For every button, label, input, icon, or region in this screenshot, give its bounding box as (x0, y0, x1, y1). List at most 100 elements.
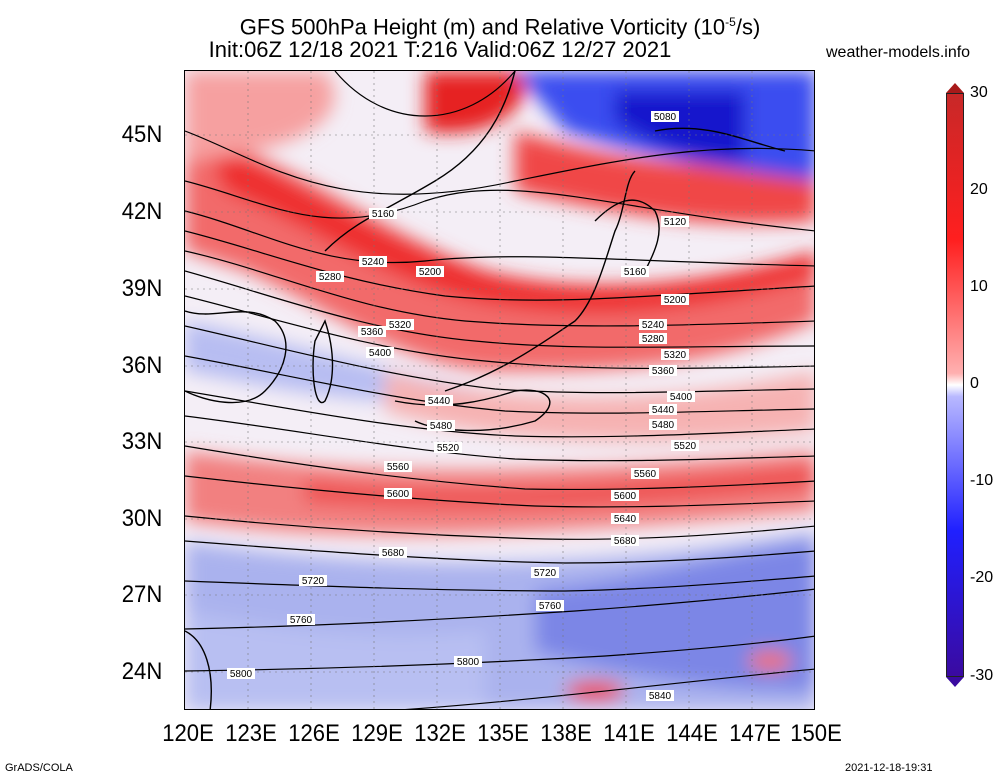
contour-label-text: 5240 (362, 257, 385, 268)
coastlines (185, 71, 786, 709)
contour-label-text: 5320 (389, 320, 412, 331)
contour-label-text: 5480 (652, 420, 675, 431)
title-text-b: /s) (735, 14, 761, 40)
contour-label-text: 5520 (674, 441, 697, 452)
colorbar-tick-0: 0 (970, 375, 979, 392)
contour-label-text: 5320 (664, 350, 687, 361)
contour-label-text: 5200 (419, 267, 442, 278)
lon-label-141e: 141E (603, 720, 655, 747)
contour-label-5280: 5280 (639, 333, 667, 345)
contour-label-5840: 5840 (646, 690, 674, 702)
colorbar-tick-minus-30: -30 (970, 667, 994, 684)
contour-label-5080: 5080 (651, 111, 679, 123)
contour-label-5720: 5720 (299, 575, 327, 587)
contour-label-5480: 5480 (649, 419, 677, 431)
contour-label-text: 5200 (664, 295, 687, 306)
contour-label-5320: 5320 (386, 319, 414, 331)
height-contours (185, 71, 814, 709)
title-line-1: GFS 500hPa Height (m) and Relative Vorti… (0, 10, 1000, 39)
contour-label-5760: 5760 (536, 600, 564, 612)
colorbar-tick-minus-10: -10 (970, 472, 994, 489)
contour-label-5120: 5120 (661, 216, 689, 228)
contour-label-text: 5840 (649, 691, 672, 702)
contour-label-text: 5120 (664, 217, 687, 228)
lat-label-42n: 42N (121, 198, 163, 225)
lon-label-120e: 120E (162, 720, 214, 747)
contour-label-text: 5240 (642, 320, 665, 331)
lon-label-132e: 132E (414, 720, 466, 747)
contour-label-5160: 5160 (621, 266, 649, 278)
contour-label-text: 5720 (302, 576, 325, 587)
contour-label-text: 5720 (534, 568, 557, 579)
contour-label-text: 5080 (654, 112, 677, 123)
contour-label-text: 5280 (319, 272, 342, 283)
map-panel: 5080 5120 5160 5160 5200 5200 5240 5240 5280 5280… (184, 70, 815, 710)
lon-label-138e: 138E (540, 720, 592, 747)
lat-label-36n: 36N (121, 352, 163, 379)
contour-label-text: 5800 (457, 657, 480, 668)
contour-label-5760: 5760 (287, 614, 315, 626)
contour-label-text: 5560 (634, 469, 657, 480)
contour-label-5640: 5640 (611, 513, 639, 525)
vorticity-field: 5080 5120 5160 5160 5200 5200 5240 5240 5280 5280… (185, 71, 814, 709)
contour-label-5200: 5200 (416, 266, 444, 278)
contour-label-text: 5600 (387, 489, 410, 500)
contour-label-text: 5160 (372, 209, 395, 220)
contour-label-text: 5440 (652, 405, 675, 416)
contour-label-5320: 5320 (661, 349, 689, 361)
contour-label-text: 5680 (614, 536, 637, 547)
lon-label-126e: 126E (288, 720, 340, 747)
contour-label-text: 5440 (428, 396, 451, 407)
contour-label-text: 5480 (430, 421, 453, 432)
contour-label-5440: 5440 (425, 395, 453, 407)
lon-label-147e: 147E (729, 720, 781, 747)
lon-label-135e: 135E (477, 720, 529, 747)
colorbar-tick-30: 30 (970, 84, 988, 101)
contour-label-text: 5560 (387, 462, 410, 473)
lat-label-30n: 30N (121, 505, 163, 532)
contour-label-text: 5600 (614, 491, 637, 502)
contour-label-5160: 5160 (369, 208, 397, 220)
lat-label-45n: 45N (121, 121, 163, 148)
colorbar-tick-10: 10 (970, 278, 988, 295)
contour-label-5400: 5400 (667, 391, 695, 403)
colorbar-bottom-arrow (946, 677, 964, 687)
contour-label-5600: 5600 (384, 488, 412, 500)
contour-label-5520: 5520 (434, 442, 462, 454)
contour-label-text: 5800 (230, 669, 253, 680)
contour-label-5400: 5400 (366, 347, 394, 359)
contour-label-text: 5360 (361, 327, 384, 338)
contour-label-5480: 5480 (427, 420, 455, 432)
colorbar-top-arrow (946, 83, 964, 93)
contour-label-5560: 5560 (631, 468, 659, 480)
title-line-2: Init:06Z 12/18 2021 T:216 Valid:06Z 12/2… (208, 37, 672, 62)
contour-label-5600: 5600 (611, 490, 639, 502)
contour-label-text: 5280 (642, 334, 665, 345)
lat-label-27n: 27N (121, 581, 163, 608)
footer-timestamp: 2021-12-18-19:31 (845, 762, 933, 774)
contour-label-text: 5680 (382, 548, 405, 559)
contour-label-5520: 5520 (671, 440, 699, 452)
lon-label-129e: 129E (351, 720, 403, 747)
contour-label-5800: 5800 (227, 668, 255, 680)
title-exponent: -5 (725, 15, 736, 29)
footer-grads: GrADS/COLA (5, 762, 73, 774)
contour-label-text: 5400 (369, 348, 392, 359)
contour-label-5680: 5680 (379, 547, 407, 559)
contour-label-5240: 5240 (639, 319, 667, 331)
contour-label-5560: 5560 (384, 461, 412, 473)
contour-label-5360: 5360 (358, 326, 386, 338)
lat-label-33n: 33N (121, 428, 163, 455)
contour-label-text: 5760 (539, 601, 562, 612)
lon-label-123e: 123E (225, 720, 277, 747)
contour-label-5240: 5240 (359, 256, 387, 268)
colorbar (946, 93, 964, 677)
contour-label-text: 5760 (290, 615, 313, 626)
contour-label-5440: 5440 (649, 404, 677, 416)
title-text-a: GFS 500hPa Height (m) and Relative Vorti… (239, 14, 726, 40)
contour-label-text: 5360 (652, 366, 675, 377)
lon-label-144e: 144E (666, 720, 718, 747)
lat-label-39n: 39N (121, 275, 163, 302)
colorbar-tick-minus-20: -20 (970, 569, 994, 586)
contour-label-5200: 5200 (661, 294, 689, 306)
